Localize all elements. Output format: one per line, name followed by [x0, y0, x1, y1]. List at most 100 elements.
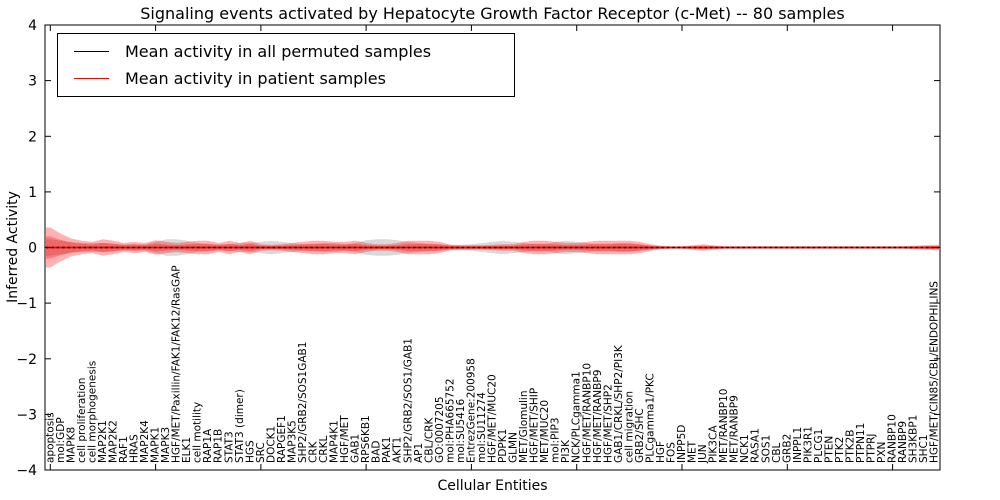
- x-category-label: SHP2/GRB2/SOS1GAB1: [297, 342, 309, 463]
- x-category-label: HGF/MET/RANBP9: [592, 370, 604, 463]
- x-category-label: HRAS: [129, 434, 141, 463]
- x-category-label: MAPK1: [150, 427, 162, 463]
- x-category-label: SRC: [255, 442, 267, 463]
- x-category-label: RANBP9: [897, 421, 909, 463]
- x-category-label: mol:GDP: [55, 417, 67, 463]
- y-tick-label: −4: [16, 463, 37, 479]
- x-category-label: GAB1/CRKL/SHP2/PI3K: [613, 344, 625, 463]
- x-category-label: HGF/MET/MUC20: [487, 374, 499, 463]
- x-category-label: SOS1: [760, 435, 772, 463]
- y-tick-label: −3: [16, 407, 37, 423]
- x-category-label: AKT1: [392, 437, 404, 463]
- x-category-label: ELK1: [181, 437, 193, 463]
- x-category-label: RAPGEF1: [276, 415, 288, 463]
- legend-item-permuted: Mean activity in all permuted samples: [58, 38, 514, 65]
- chart-title: Signaling events activated by Hepatocyte…: [140, 4, 845, 23]
- x-category-label: MET/RANBP10: [718, 389, 730, 463]
- x-category-label: STAT3 (dimer): [234, 389, 246, 463]
- x-category-label: GRB2/SHC: [634, 408, 646, 463]
- x-category-label: HGF/MET/SHP2: [602, 384, 614, 463]
- legend-item-patient: Mean activity in patient samples: [58, 65, 514, 92]
- x-category-label: mol:SU5416: [455, 399, 467, 463]
- x-category-label: PTK2B: [845, 429, 857, 463]
- x-category-label: INPP5D: [676, 425, 688, 463]
- y-tick-label: −2: [16, 352, 37, 368]
- y-tick-label: 4: [28, 18, 37, 34]
- x-category-label: PLCgamma1/PKC: [644, 373, 656, 463]
- x-category-label: HGF/MET/SHIP: [529, 388, 541, 463]
- x-category-label: MAPK8: [65, 427, 77, 463]
- x-category-label: GO:0007205: [434, 396, 446, 463]
- x-category-label: HGF/MET/Paxillin/FAK1/FAK12/RasGAP: [171, 265, 183, 463]
- x-category-label: RANBP10: [887, 414, 899, 463]
- x-category-label: cell migration: [623, 391, 635, 463]
- x-category-label: apoptosis: [44, 412, 56, 463]
- x-category-label: MET/Glomulin: [518, 391, 530, 464]
- x-category-label: MAP3K5: [286, 420, 298, 463]
- legend-label-permuted: Mean activity in all permuted samples: [125, 42, 432, 61]
- x-category-label: INPPL1: [792, 427, 804, 463]
- x-category-label: PI3K: [560, 439, 572, 463]
- x-category-label: HGF/MET/CIN85/CBL/ENDOPHILINS: [929, 281, 941, 463]
- x-category-label: STAT3: [223, 431, 235, 463]
- x-category-label: EntrezGene:200958: [465, 358, 477, 463]
- x-category-label: PIK3CA: [708, 425, 720, 463]
- x-category-label: MET/MUC20: [539, 400, 551, 463]
- x-category-label: RASA1: [750, 428, 762, 463]
- x-category-label: PTPN11: [855, 423, 867, 463]
- x-category-label: cell proliferation: [76, 378, 88, 463]
- y-axis-label: Inferred Activity: [5, 191, 21, 303]
- y-tick-label: 0: [28, 241, 37, 257]
- x-category-label: GAB1: [350, 434, 362, 463]
- x-category-label: MAP2K2: [107, 420, 119, 463]
- x-category-label: CRKL: [318, 435, 330, 463]
- x-category-label: RAP1B: [213, 429, 225, 463]
- x-category-label: PIK3R1: [802, 426, 814, 463]
- x-category-label: PLCG1: [813, 429, 825, 463]
- x-category-label: CRK: [308, 440, 320, 463]
- x-category-label: CBL: [771, 442, 783, 463]
- x-category-label: mol:PHA665752: [444, 378, 456, 463]
- x-category-label: HGS: [244, 440, 256, 463]
- x-category-label: PXN: [876, 442, 888, 463]
- x-category-label: SHC1: [918, 434, 930, 463]
- x-category-label: SHP2/GRB2/SOS1/GAB1: [402, 338, 414, 463]
- legend-label-patient: Mean activity in patient samples: [125, 69, 386, 88]
- x-category-label: PTEN: [823, 436, 835, 463]
- x-category-label: MAP4K1: [329, 420, 341, 463]
- x-category-label: DOCK1: [265, 426, 277, 463]
- legend-line-sample-red: [74, 78, 109, 79]
- x-category-label: RAF1: [118, 436, 130, 463]
- x-category-label: cell morphogenesis: [86, 361, 98, 463]
- x-category-label: PTPRJ: [866, 434, 878, 463]
- x-category-label: mol:PIP3: [550, 417, 562, 463]
- x-category-label: AP1: [413, 443, 425, 463]
- x-category-label: cell motility: [192, 402, 204, 463]
- x-category-label: PAK1: [381, 437, 393, 463]
- y-tick-label: −1: [16, 296, 37, 312]
- x-category-label: MAPK3: [160, 427, 172, 463]
- x-category-label: FOS: [666, 442, 678, 463]
- x-category-label: GLMN: [508, 432, 520, 463]
- y-tick-label: 2: [28, 129, 37, 145]
- x-category-label: BAD: [371, 441, 383, 463]
- x-category-label: NCK/PLCgamma1: [571, 371, 583, 463]
- x-category-label: RAP1A: [202, 428, 214, 463]
- legend: Mean activity in all permuted samples Me…: [57, 33, 515, 97]
- x-category-label: PTK2: [834, 437, 846, 463]
- y-tick-label: 3: [28, 74, 37, 90]
- x-axis-label: Cellular Entities: [437, 478, 548, 494]
- x-category-label: HGF: [655, 441, 667, 463]
- x-category-label: JUN: [697, 444, 709, 464]
- x-category-label: RPS6KB1: [360, 415, 372, 463]
- x-category-label: mol:SU11274: [476, 392, 488, 463]
- y-tick-label: 1: [28, 185, 37, 201]
- x-category-label: HGF/MET/RANBP10: [581, 363, 593, 463]
- x-category-label: MET: [687, 440, 699, 463]
- x-category-label: SH3KBP1: [908, 415, 920, 463]
- x-category-label: GRB2: [781, 434, 793, 463]
- x-category-label: HGF/MET: [339, 415, 351, 463]
- x-category-label: CBL/CRK: [423, 416, 435, 463]
